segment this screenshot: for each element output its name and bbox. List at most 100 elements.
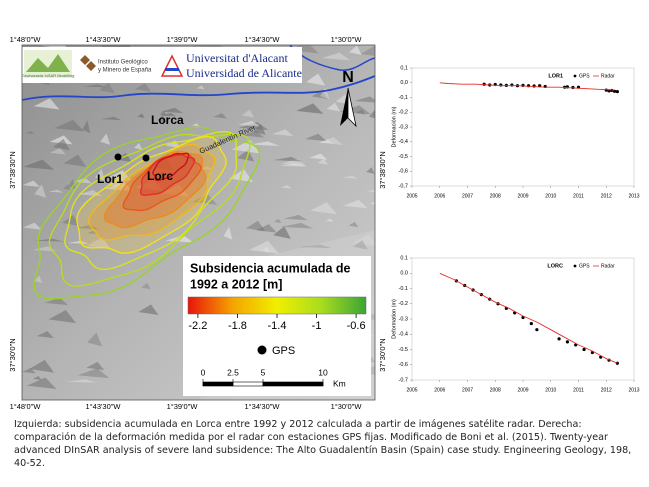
relief-ridge: [134, 142, 143, 150]
map-frame: [21, 44, 376, 401]
colorbar-tick-label: -2.2: [188, 320, 207, 332]
lon-label: 1°48'0"W: [10, 35, 42, 44]
relief-ridge: [248, 141, 280, 146]
y-tick-label: -0,7: [399, 183, 408, 189]
relief-ridge: [157, 114, 167, 123]
legend-label: Radar: [601, 73, 615, 79]
logo-text: Universitat d'Alacant: [186, 51, 288, 65]
relief-ridge: [34, 275, 43, 284]
chart-title: LOR1: [548, 73, 563, 79]
scale-label: 10: [318, 367, 328, 377]
legend-marker: [573, 264, 577, 268]
scale-segment: [202, 381, 234, 387]
relief-ridge: [100, 116, 122, 121]
legend-label: GPS: [272, 345, 295, 357]
logo-text: y Minero de España: [98, 68, 152, 74]
logo-icon: [160, 54, 184, 77]
lon-label: 1°34'30"W: [244, 35, 280, 44]
relief-ridge: [68, 178, 76, 190]
relief-ridge: [25, 131, 35, 134]
relief-ridge: [29, 359, 55, 373]
y-tick-label: -0,4: [399, 139, 408, 145]
lon-label: 1°43'30"W: [85, 402, 121, 410]
scale-unit: Km: [333, 378, 346, 388]
relief-ridge: [369, 200, 375, 205]
scale-label: 2.5: [227, 367, 239, 377]
radar-line: [439, 82, 615, 91]
logo-text: Geohazards InSAR Modelling: [22, 73, 75, 78]
relief-ridge: [165, 140, 181, 148]
scale-bar: 0 2.5 5 10 Km: [201, 367, 346, 388]
relief-ridge: [341, 175, 358, 179]
relief-ridge: [320, 87, 330, 100]
scale-label: 0: [201, 367, 206, 377]
relief-ridge: [310, 202, 337, 215]
x-tick-label: 2012: [601, 193, 612, 199]
x-tick-label: 2013: [628, 387, 639, 393]
relief-ridge: [34, 184, 47, 198]
relief-ridge: [273, 226, 291, 239]
lon-label: 1°48'0"W: [10, 402, 42, 410]
legend-label: Radar: [601, 263, 615, 269]
y-tick-label: -0,5: [399, 154, 408, 160]
relief-ridge: [261, 246, 270, 253]
relief-ridge: [54, 119, 85, 132]
y-tick-label: -0,3: [399, 124, 408, 130]
relief-ridge: [33, 98, 60, 110]
relief-ridge: [273, 156, 302, 162]
contour: [103, 150, 207, 229]
legend-marker: [573, 74, 577, 78]
gps-point: [615, 90, 619, 94]
relief-ridge: [242, 130, 265, 138]
gps-symbol: [257, 345, 267, 355]
gps-point: [529, 321, 533, 326]
lon-label: 1°43'30"W: [85, 35, 121, 44]
x-tick-label: 2013: [628, 193, 639, 199]
relief-ridge: [213, 113, 228, 119]
relief-ridge: [36, 331, 54, 339]
x-tick-label: 2011: [573, 387, 584, 393]
logo-icon: [26, 54, 70, 72]
relief-ridge: [151, 157, 175, 171]
y-tick-label: 0.1: [400, 255, 408, 261]
relief-ridge: [107, 176, 130, 189]
colorbar-tick-label: -1.8: [228, 320, 247, 332]
gps-point: [526, 84, 531, 88]
legend-box: [183, 256, 371, 396]
relief-ridge: [33, 375, 42, 380]
relief-ridge: [278, 163, 307, 167]
relief-ridge: [191, 123, 200, 127]
relief-ridge: [53, 138, 70, 151]
colorbar-tick-label: -1: [312, 320, 322, 332]
relief-ridge: [326, 102, 341, 112]
logo-text: Universidad de Alicante: [186, 66, 302, 80]
legend-label: GPS: [579, 263, 590, 269]
x-tick-label: 2006: [434, 193, 445, 199]
y-tick-label: -0.6: [399, 362, 408, 368]
relief-ridge: [107, 170, 132, 181]
relief-ridge: [255, 224, 277, 233]
scale-segment: [232, 381, 264, 387]
x-tick-label: 2010: [545, 387, 556, 393]
relief-ridge: [63, 154, 87, 167]
relief-ridge: [196, 85, 205, 90]
lon-label: 1°30'0"W: [331, 402, 363, 410]
relief-ridge: [366, 189, 375, 192]
lat-label: 37°38'30"N: [8, 151, 17, 189]
y-axis-label: Deformación (m): [391, 106, 397, 147]
y-tick-label: -0,6: [399, 169, 408, 175]
lat-label: 37°38'30"N: [378, 151, 387, 189]
relief-ridge: [32, 246, 57, 252]
relief-ridge: [160, 112, 177, 117]
boundary-line: [22, 75, 375, 101]
x-tick-label: 2005: [406, 387, 417, 393]
y-tick-label: -0.4: [399, 332, 408, 338]
relief-ridge: [238, 120, 260, 127]
relief-ridge: [325, 218, 334, 222]
gps-point: [535, 328, 539, 332]
contour: [48, 133, 251, 287]
x-tick-label: 2007: [462, 193, 473, 199]
relief-ridge: [306, 73, 326, 86]
relief-ridge: [22, 222, 42, 230]
gps-point: [582, 347, 586, 352]
